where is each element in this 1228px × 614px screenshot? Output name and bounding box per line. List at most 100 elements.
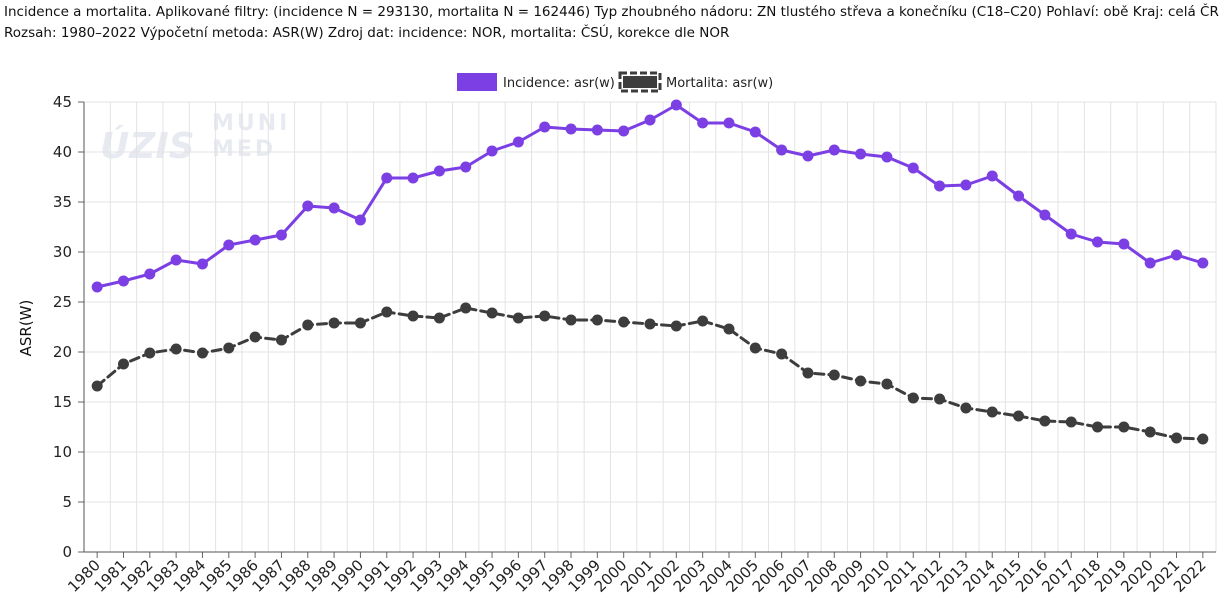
data-point[interactable] <box>275 334 287 346</box>
data-point[interactable] <box>802 367 814 379</box>
data-point[interactable] <box>381 306 393 318</box>
data-point[interactable] <box>1118 421 1130 433</box>
uzis-logo: ÚZIS <box>100 125 195 167</box>
legend-item-mortalita[interactable]: Mortalita: asr(w) <box>618 71 773 93</box>
data-point[interactable] <box>249 331 261 343</box>
y-tick-label: 45 <box>53 93 72 111</box>
data-point[interactable] <box>1092 421 1104 433</box>
data-point[interactable] <box>776 144 788 156</box>
data-point[interactable] <box>802 150 814 162</box>
y-tick-label: 0 <box>62 543 72 561</box>
data-point[interactable] <box>644 114 656 126</box>
data-point[interactable] <box>354 317 366 329</box>
data-point[interactable] <box>512 136 524 148</box>
data-point[interactable] <box>907 392 919 404</box>
data-point[interactable] <box>91 380 103 392</box>
data-point[interactable] <box>1144 426 1156 438</box>
data-point[interactable] <box>1065 416 1077 428</box>
data-point[interactable] <box>697 117 709 129</box>
data-point[interactable] <box>170 343 182 355</box>
data-point[interactable] <box>565 314 577 326</box>
data-point[interactable] <box>223 239 235 251</box>
data-point[interactable] <box>1197 257 1209 269</box>
data-point[interactable] <box>328 317 340 329</box>
data-point[interactable] <box>960 402 972 414</box>
data-point[interactable] <box>539 121 551 133</box>
data-point[interactable] <box>196 258 208 270</box>
data-point[interactable] <box>1171 432 1183 444</box>
data-point[interactable] <box>697 315 709 327</box>
data-point[interactable] <box>1013 190 1025 202</box>
data-point[interactable] <box>618 125 630 137</box>
data-point[interactable] <box>460 161 472 173</box>
data-point[interactable] <box>1039 415 1051 427</box>
data-point[interactable] <box>986 406 998 418</box>
data-point[interactable] <box>275 229 287 241</box>
data-point[interactable] <box>1065 228 1077 240</box>
data-point[interactable] <box>302 319 314 331</box>
data-point[interactable] <box>1039 209 1051 221</box>
data-point[interactable] <box>117 358 129 370</box>
data-point[interactable] <box>670 320 682 332</box>
legend-label: Mortalita: asr(w) <box>666 76 773 91</box>
data-point[interactable] <box>1013 410 1025 422</box>
data-point[interactable] <box>828 369 840 381</box>
data-point[interactable] <box>591 124 603 136</box>
y-tick-label: 5 <box>62 493 72 511</box>
data-point[interactable] <box>618 316 630 328</box>
data-point[interactable] <box>539 310 551 322</box>
series-mortalita <box>91 302 1209 445</box>
data-point[interactable] <box>460 302 472 314</box>
data-point[interactable] <box>433 312 445 324</box>
data-point[interactable] <box>565 123 577 135</box>
data-point[interactable] <box>512 312 524 324</box>
data-point[interactable] <box>828 144 840 156</box>
data-point[interactable] <box>881 378 893 390</box>
data-point[interactable] <box>986 170 998 182</box>
y-tick-label: 40 <box>53 143 72 161</box>
data-point[interactable] <box>723 117 735 129</box>
data-point[interactable] <box>1092 236 1104 248</box>
data-point[interactable] <box>196 347 208 359</box>
data-point[interactable] <box>855 148 867 160</box>
data-point[interactable] <box>749 342 761 354</box>
data-point[interactable] <box>223 342 235 354</box>
data-point[interactable] <box>855 375 867 387</box>
data-point[interactable] <box>328 202 340 214</box>
legend[interactable]: Incidence: asr(w) Mortalita: asr(w) <box>457 71 773 93</box>
data-point[interactable] <box>1197 433 1209 445</box>
data-point[interactable] <box>170 254 182 266</box>
data-point[interactable] <box>486 145 498 157</box>
data-point[interactable] <box>144 347 156 359</box>
series-incidence <box>91 99 1209 293</box>
data-point[interactable] <box>354 214 366 226</box>
data-point[interactable] <box>486 307 498 319</box>
data-point[interactable] <box>433 165 445 177</box>
y-tick-label: 35 <box>53 193 72 211</box>
data-point[interactable] <box>644 318 656 330</box>
data-point[interactable] <box>91 281 103 293</box>
data-point[interactable] <box>407 172 419 184</box>
legend-label: Incidence: asr(w) <box>503 76 615 91</box>
data-point[interactable] <box>144 268 156 280</box>
data-point[interactable] <box>591 314 603 326</box>
data-point[interactable] <box>907 162 919 174</box>
data-point[interactable] <box>934 180 946 192</box>
data-point[interactable] <box>723 323 735 335</box>
data-point[interactable] <box>302 200 314 212</box>
data-series <box>91 99 1209 445</box>
data-point[interactable] <box>249 234 261 246</box>
data-point[interactable] <box>749 126 761 138</box>
data-point[interactable] <box>1171 249 1183 261</box>
data-point[interactable] <box>117 275 129 287</box>
data-point[interactable] <box>934 393 946 405</box>
data-point[interactable] <box>881 151 893 163</box>
data-point[interactable] <box>960 179 972 191</box>
data-point[interactable] <box>1144 257 1156 269</box>
data-point[interactable] <box>670 99 682 111</box>
data-point[interactable] <box>381 172 393 184</box>
data-point[interactable] <box>1118 238 1130 250</box>
legend-item-incidence[interactable]: Incidence: asr(w) <box>457 73 615 91</box>
data-point[interactable] <box>407 310 419 322</box>
data-point[interactable] <box>776 348 788 360</box>
